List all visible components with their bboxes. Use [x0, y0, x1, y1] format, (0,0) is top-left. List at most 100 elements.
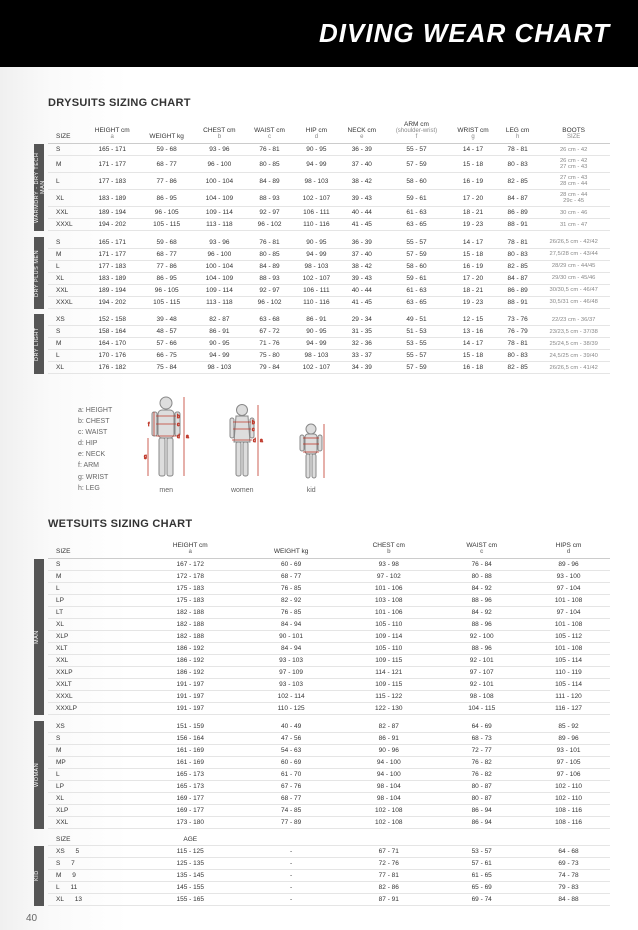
- dry-cell: 19 - 23: [448, 219, 498, 231]
- wet-row: S156 - 16447 - 5686 - 9168 - 7389 - 96: [48, 732, 610, 744]
- fig-label-men: men: [159, 487, 173, 494]
- dry-row: XL183 - 18986 - 95104 - 10988 - 93102 - …: [48, 272, 610, 284]
- wet-cell: 186 - 192: [140, 643, 241, 655]
- wet-cell: 76 - 82: [436, 768, 527, 780]
- wet-cell: 98 - 104: [341, 780, 436, 792]
- wet-cell: 74 - 78: [527, 870, 610, 882]
- wet-cell: 77 - 89: [241, 816, 341, 828]
- dry-cell: 86 - 89: [498, 284, 537, 296]
- dry-cell: 102 - 107: [294, 190, 339, 207]
- dry-cell: 96 - 100: [194, 156, 245, 173]
- wet-cell: 86 - 94: [436, 804, 527, 816]
- wet-cell: 68 - 77: [241, 571, 341, 583]
- dry-cell: 194 - 202: [85, 296, 140, 308]
- wet-cell: 191 - 197: [140, 703, 241, 715]
- dry-cell: 102 - 107: [294, 272, 339, 284]
- dry-cell: S: [48, 326, 85, 338]
- wet-row: XL169 - 17768 - 7798 - 10480 - 87102 - 1…: [48, 792, 610, 804]
- wet-cell: 110 - 119: [527, 667, 610, 679]
- dry-cell: 30,5/31 cm - 46/48: [537, 296, 610, 308]
- dry-cell: 28 cm - 4429c - 45: [537, 190, 610, 207]
- wet-cell: 57 - 61: [436, 858, 527, 870]
- svg-text:d: d: [253, 438, 256, 444]
- wet-cell: -: [241, 894, 341, 906]
- dry-cell: 104 - 109: [194, 272, 245, 284]
- wet-cell: -: [241, 846, 341, 858]
- wet-row: M 9135 - 145-77 - 8161 - 6574 - 78: [48, 870, 610, 882]
- svg-text:f: f: [148, 422, 150, 428]
- dry-cell: 75 - 84: [140, 362, 194, 374]
- legend-line: a: HEIGHT: [78, 405, 112, 416]
- wet-cell: 191 - 197: [140, 679, 241, 691]
- wet-cell: 191 - 197: [140, 691, 241, 703]
- dry-row: XXXL194 - 202105 - 115113 - 11896 - 1021…: [48, 219, 610, 231]
- dry-cell: 22/23 cm - 36/37: [537, 314, 610, 326]
- wet-header: HIPS cmd: [527, 540, 610, 559]
- wet-cell: 94 - 100: [341, 756, 436, 768]
- dry-cell: 106 - 111: [294, 284, 339, 296]
- wet-cell: S 7: [48, 858, 140, 870]
- wet-cell: M: [48, 744, 140, 756]
- dry-cell: 26/26,5 cm - 42/42: [537, 237, 610, 249]
- wet-cell: 155 - 165: [140, 894, 241, 906]
- svg-text:c: c: [252, 427, 255, 433]
- page-header: DIVING WEAR CHART: [0, 0, 638, 67]
- dry-cell: 102 - 107: [294, 362, 339, 374]
- dry-cell: 93 - 96: [194, 237, 245, 249]
- wet-cell: XXLT: [48, 679, 140, 691]
- wet-cell: 88 - 96: [436, 619, 527, 631]
- wet-row: XXLP186 - 19297 - 109114 - 12197 - 10711…: [48, 667, 610, 679]
- dry-cell: L: [48, 350, 85, 362]
- svg-text:d: d: [177, 434, 180, 440]
- wet-cell: 84 - 92: [436, 583, 527, 595]
- dry-cell: 59 - 68: [140, 237, 194, 249]
- dry-cell: 15 - 18: [448, 350, 498, 362]
- dry-cell: 19 - 23: [448, 296, 498, 308]
- dry-cell: 88 - 91: [498, 296, 537, 308]
- wet-cell: 116 - 127: [527, 703, 610, 715]
- dry-cell: 55 - 57: [385, 350, 448, 362]
- dry-cell: 37 - 40: [339, 156, 385, 173]
- kid-hdr: SIZE: [48, 834, 140, 846]
- wet-cell: 97 - 107: [436, 667, 527, 679]
- wet-cell: 40 - 49: [241, 721, 341, 733]
- dry-cell: 84 - 87: [498, 190, 537, 207]
- kid-hdr: AGE: [140, 834, 241, 846]
- dry-cell: XL: [48, 272, 85, 284]
- dry-cell: 71 - 76: [245, 338, 294, 350]
- wet-cell: 125 - 135: [140, 858, 241, 870]
- dry-cell: 79 - 84: [245, 362, 294, 374]
- dry-cell: 17 - 20: [448, 272, 498, 284]
- legend-line: f: ARM: [78, 460, 112, 471]
- wet-cell: 105 - 110: [341, 643, 436, 655]
- legend-figures-row: a: HEIGHTb: CHESTc: WAISTd: HIPe: NECKf:…: [78, 394, 610, 494]
- wet-row: XXLT191 - 19793 - 103109 - 11592 - 10110…: [48, 679, 610, 691]
- dry-cell: 18 - 21: [448, 284, 498, 296]
- dry-group-label: DRY PLUS MEN: [34, 237, 44, 309]
- dry-cell: 78 - 81: [498, 144, 537, 156]
- dry-cell: 26/26,5 cm - 41/42: [537, 362, 610, 374]
- wet-cell: 87 - 91: [341, 894, 436, 906]
- wet-cell: 102 - 114: [241, 691, 341, 703]
- wet-cell: 161 - 169: [140, 756, 241, 768]
- dry-cell: 73 - 76: [498, 314, 537, 326]
- wet-cell: 80 - 88: [436, 571, 527, 583]
- dry-header: WRIST cmg: [448, 119, 498, 144]
- dry-cell: 29/30 cm - 45/46: [537, 272, 610, 284]
- dry-cell: 57 - 59: [385, 362, 448, 374]
- wet-cell: 76 - 85: [241, 607, 341, 619]
- dry-cell: 80 - 83: [498, 156, 537, 173]
- wet-cell: 76 - 84: [436, 559, 527, 571]
- dry-cell: 82 - 85: [498, 260, 537, 272]
- dry-cell: XXXL: [48, 219, 85, 231]
- wet-cell: MP: [48, 756, 140, 768]
- dry-cell: 105 - 115: [140, 219, 194, 231]
- dry-cell: 30/30,5 cm - 46/47: [537, 284, 610, 296]
- dry-cell: 66 - 75: [140, 350, 194, 362]
- dry-cell: 68 - 77: [140, 248, 194, 260]
- wet-cell: LP: [48, 595, 140, 607]
- wet-cell: 165 - 173: [140, 768, 241, 780]
- wet-cell: 61 - 65: [436, 870, 527, 882]
- figure-men: b c d a f g men: [142, 394, 190, 494]
- wet-cell: XL: [48, 792, 140, 804]
